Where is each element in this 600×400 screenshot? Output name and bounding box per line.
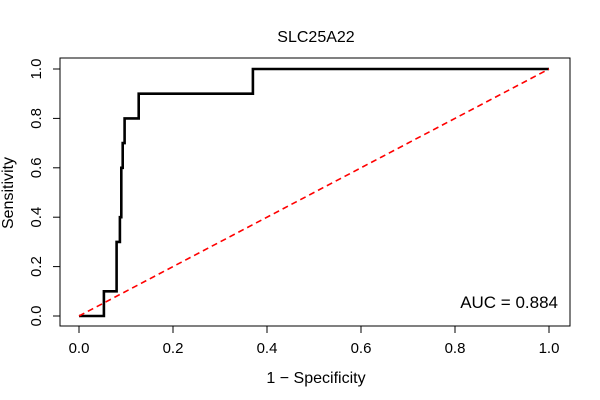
roc-curve [79,67,549,318]
x-tick-label: 0.2 [163,340,184,357]
x-tick-label: 0.4 [257,340,278,357]
y-tick-label: 1.0 [28,59,45,80]
y-tick-label: 0.6 [28,157,45,178]
y-axis-label: Sensitivity [0,157,17,229]
y-tick-label: 0.2 [28,256,45,277]
x-tick-label: 0.6 [351,340,372,357]
x-tick-label: 1.0 [539,340,560,357]
y-axis: 0.0 0.2 0.4 0.6 0.8 1.0 [28,59,61,327]
x-axis-label: 1 − Specificity [266,370,365,387]
x-axis: 0.0 0.2 0.4 0.6 0.8 1.0 [69,325,560,357]
series-layer [78,67,550,318]
auc-annotation: AUC = 0.884 [460,293,558,312]
x-tick-label: 0.8 [445,340,466,357]
chart-title: SLC25A22 [277,29,354,46]
reference-diagonal-line [78,68,550,317]
x-tick-label: 0.0 [69,340,90,357]
y-tick-label: 0.8 [28,108,45,129]
y-tick-label: 0.4 [28,207,45,228]
y-tick-label: 0.0 [28,306,45,327]
